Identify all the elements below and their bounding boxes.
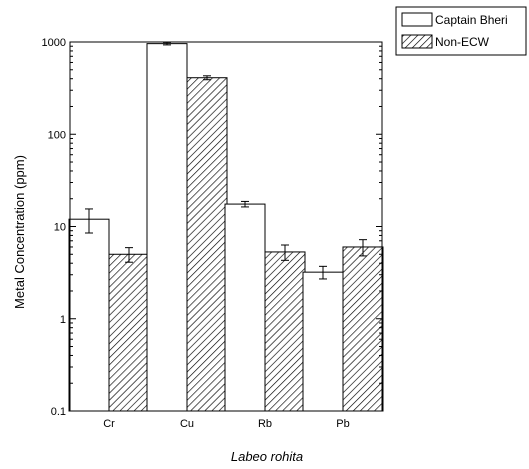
bar-captain-bheri-pb — [303, 272, 343, 411]
y-tick-label: 1000 — [42, 37, 66, 49]
bar-captain-bheri-cr — [69, 219, 109, 411]
bar-captain-bheri-cu — [147, 44, 187, 411]
x-axis-title: Labeo rohita — [231, 449, 303, 464]
bar-captain-bheri-rb — [225, 204, 265, 411]
legend-label-captain-bheri: Captain Bheri — [435, 13, 508, 27]
bar-non-ecw-rb — [265, 252, 305, 411]
y-axis-title: Metal Concentration (ppm) — [12, 155, 27, 309]
x-tick-label: Cr — [103, 418, 115, 430]
bars-layer — [69, 42, 383, 411]
bar-non-ecw-cu — [187, 78, 227, 411]
y-tick-label: 1 — [60, 314, 66, 326]
x-tick-label: Pb — [336, 418, 349, 430]
x-tick-label: Cu — [180, 418, 194, 430]
x-tick-label: Rb — [258, 418, 272, 430]
bar-non-ecw-cr — [109, 254, 149, 411]
legend: Captain Bheri Non-ECW — [396, 7, 526, 55]
legend-swatch-non-ecw — [402, 35, 432, 48]
y-tick-label: 100 — [48, 129, 66, 141]
bar-non-ecw-pb — [343, 247, 383, 411]
y-tick-label: 10 — [54, 222, 66, 234]
legend-swatch-captain-bheri — [402, 13, 432, 26]
legend-label-non-ecw: Non-ECW — [435, 35, 490, 49]
y-tick-label: 0.1 — [51, 406, 66, 418]
